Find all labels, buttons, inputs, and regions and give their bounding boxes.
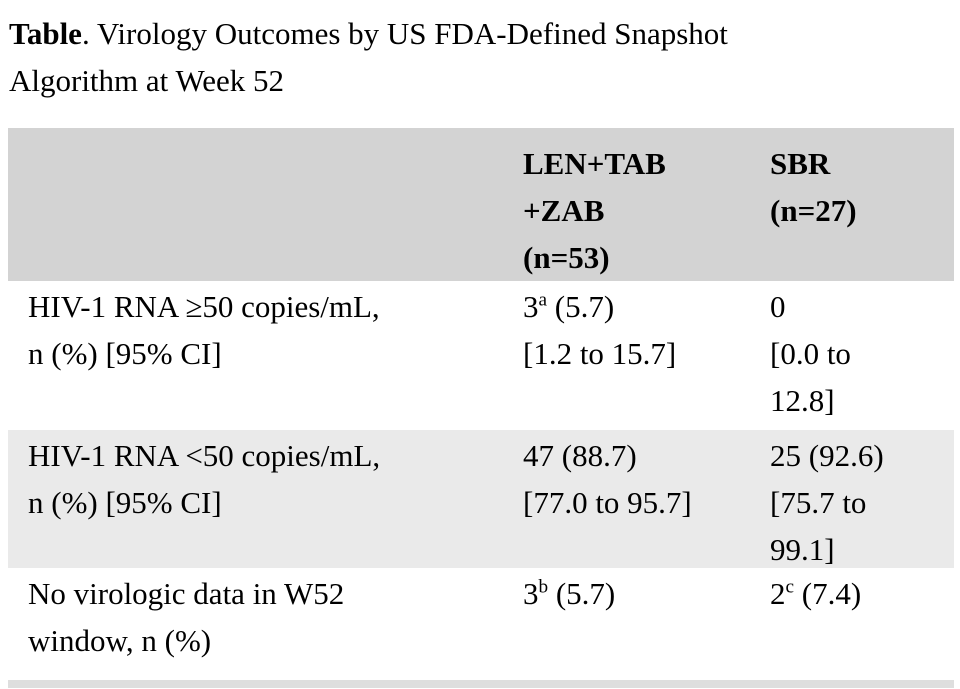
- value-line: 3b (5.7): [523, 570, 750, 617]
- next-row-top-edge: [8, 680, 954, 688]
- table-row: No virologic data in W52 window, n (%) 3…: [8, 568, 954, 680]
- value-cell-sbr: 0 [0.0 to 12.8]: [750, 283, 954, 430]
- header-line: +ZAB: [523, 193, 605, 228]
- value-pct: (88.7): [554, 438, 637, 473]
- ci-line: [75.7 to: [770, 485, 867, 520]
- footnote-marker: b: [538, 576, 549, 598]
- value-line: 25 (92.6): [770, 432, 954, 479]
- header-line: (n=53): [523, 240, 610, 275]
- value-n: 2: [770, 576, 786, 611]
- row-label-cell: HIV-1 RNA ≥50 copies/mL, n (%) [95% CI]: [8, 283, 503, 430]
- row-label-cell: HIV-1 RNA <50 copies/mL, n (%) [95% CI]: [8, 432, 503, 568]
- value-n: 3: [523, 576, 539, 611]
- table-caption: Table. Virology Outcomes by US FDA-Defin…: [9, 10, 728, 104]
- value-pct: (92.6): [801, 438, 884, 473]
- header-line: LEN+TAB: [523, 146, 666, 181]
- row-label-line: HIV-1 RNA <50 copies/mL,: [28, 438, 381, 473]
- ci-line: 12.8]: [770, 383, 835, 418]
- value-cell-len-tab-zab: 47 (88.7) [77.0 to 95.7]: [503, 432, 750, 568]
- value-n: 47: [523, 438, 554, 473]
- header-cell-empty: [8, 140, 503, 281]
- header-line: SBR: [770, 146, 831, 181]
- value-n: 25: [770, 438, 801, 473]
- value-pct: (7.4): [794, 576, 862, 611]
- value-pct: (5.7): [547, 289, 615, 324]
- row-label-line: HIV-1 RNA ≥50 copies/mL,: [28, 289, 380, 324]
- row-label-line: window, n (%): [28, 623, 212, 658]
- ci-line: [77.0 to 95.7]: [523, 485, 692, 520]
- row-label-line: No virologic data in W52: [28, 576, 345, 611]
- value-line: 47 (88.7): [523, 432, 750, 479]
- value-cell-len-tab-zab: 3a (5.7) [1.2 to 15.7]: [503, 283, 750, 430]
- ci-line: [1.2 to 15.7]: [523, 336, 677, 371]
- value-line: 2c (7.4): [770, 570, 954, 617]
- row-label-cell: No virologic data in W52 window, n (%): [8, 570, 503, 680]
- table-row: HIV-1 RNA ≥50 copies/mL, n (%) [95% CI] …: [8, 281, 954, 430]
- footnote-marker: a: [538, 289, 548, 311]
- outcomes-table: LEN+TAB +ZAB (n=53) SBR (n=27) HIV-1 RNA…: [8, 128, 954, 680]
- header-cell-len-tab-zab: LEN+TAB +ZAB (n=53): [503, 140, 750, 281]
- value-line: 3a (5.7): [523, 283, 750, 330]
- ci-line: 99.1]: [770, 532, 835, 567]
- value-line: 0: [770, 283, 954, 330]
- table-caption-line1: Table. Virology Outcomes by US FDA-Defin…: [9, 10, 728, 57]
- table-header-row: LEN+TAB +ZAB (n=53) SBR (n=27): [8, 128, 954, 281]
- footnote-marker: c: [785, 576, 795, 598]
- value-cell-len-tab-zab: 3b (5.7): [503, 570, 750, 680]
- table-row: HIV-1 RNA <50 copies/mL, n (%) [95% CI] …: [8, 430, 954, 568]
- header-line: (n=27): [770, 193, 857, 228]
- ci-line: [0.0 to: [770, 336, 851, 371]
- value-cell-sbr: 2c (7.4): [750, 570, 954, 680]
- value-n: 3: [523, 289, 539, 324]
- table-caption-label: Table: [9, 16, 82, 51]
- value-n: 0: [770, 289, 786, 324]
- header-cell-sbr: SBR (n=27): [750, 140, 954, 281]
- row-label-line: n (%) [95% CI]: [28, 485, 222, 520]
- row-label-line: n (%) [95% CI]: [28, 336, 222, 371]
- table-caption-line1-text: . Virology Outcomes by US FDA-Defined Sn…: [81, 16, 728, 51]
- value-cell-sbr: 25 (92.6) [75.7 to 99.1]: [750, 432, 954, 568]
- table-caption-line2: Algorithm at Week 52: [9, 63, 285, 98]
- value-pct: (5.7): [548, 576, 616, 611]
